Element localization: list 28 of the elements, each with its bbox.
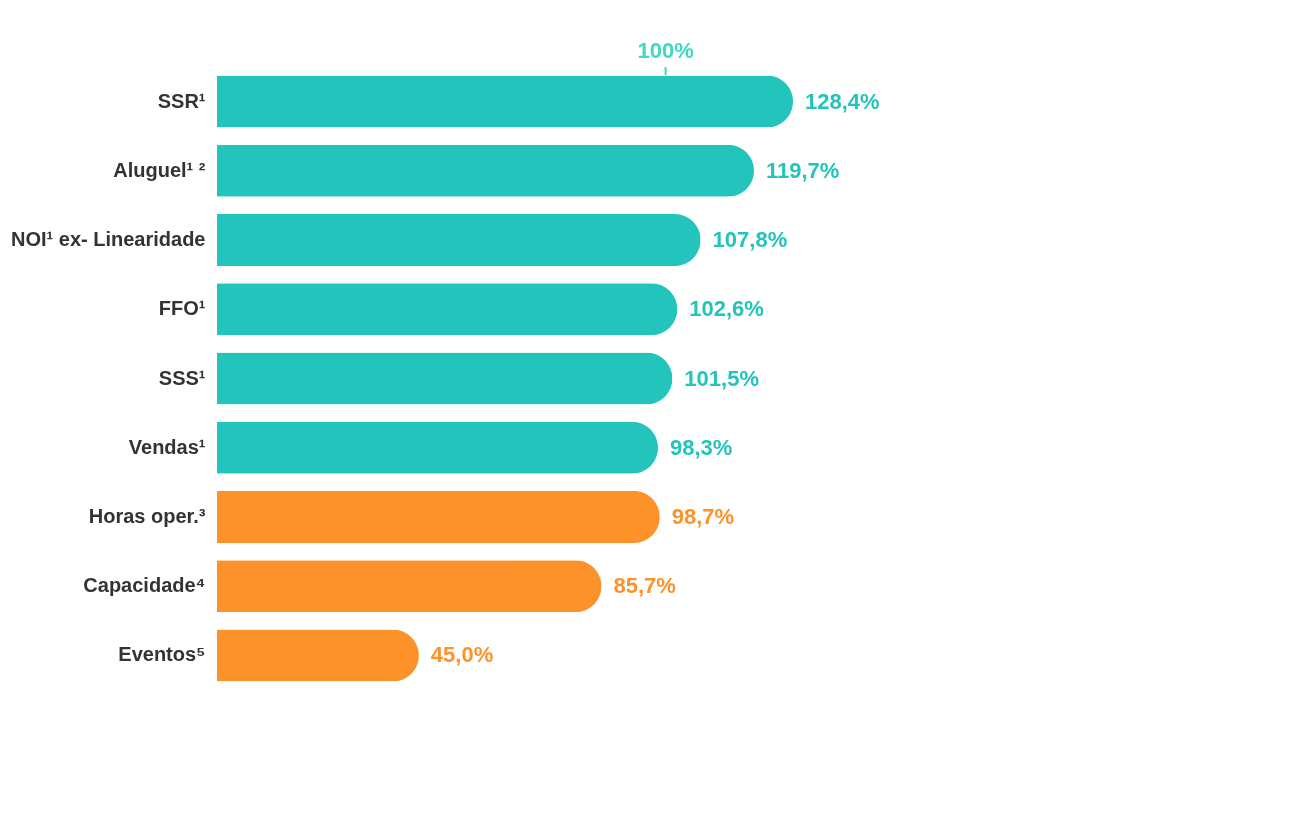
- bar: [217, 144, 754, 197]
- bar: [217, 283, 678, 336]
- data-label: 45,0%: [430, 642, 494, 668]
- bar: [217, 560, 602, 613]
- data-label: 98,7%: [671, 503, 735, 529]
- y-tick-label: Aluguel¹ ²: [113, 158, 206, 181]
- data-label: 85,7%: [613, 573, 676, 599]
- bar: [217, 352, 673, 405]
- y-tick-label: SSS¹: [158, 366, 206, 389]
- ref-line-label: 100%: [637, 38, 694, 63]
- y-tick-label: NOI¹ ex- Linearidade: [11, 228, 206, 251]
- data-label: 102,6%: [689, 296, 764, 322]
- data-label: 128,4%: [805, 88, 880, 114]
- data-label: 119,7%: [765, 157, 840, 183]
- bar: [217, 421, 658, 474]
- data-label: 98,3%: [669, 434, 733, 460]
- y-tick-label: Horas oper.³: [88, 504, 206, 527]
- bar: [217, 214, 701, 267]
- data-label: 101,5%: [684, 365, 759, 391]
- bar: [217, 490, 660, 543]
- data-label: 107,8%: [712, 227, 788, 253]
- y-tick-label: Capacidade⁴: [83, 574, 206, 597]
- bar: [217, 629, 419, 682]
- y-tick-label: Vendas¹: [128, 435, 206, 458]
- y-tick-label: Eventos⁵: [118, 643, 206, 666]
- y-tick-label: FFO¹: [158, 297, 206, 320]
- bar: [217, 75, 793, 128]
- y-tick-label: SSR¹: [157, 89, 206, 112]
